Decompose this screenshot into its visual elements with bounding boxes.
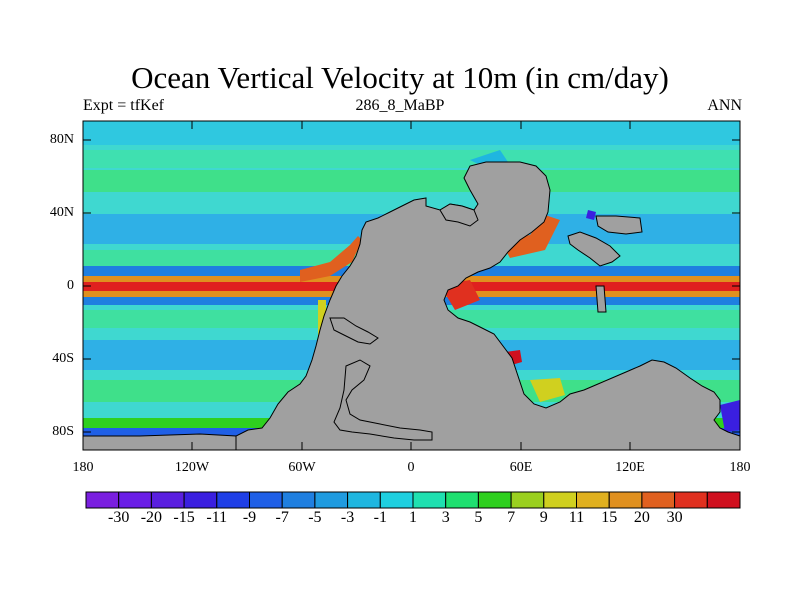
colorbar-swatch xyxy=(249,491,283,509)
period-label: 286_8_MaBP xyxy=(355,97,445,114)
land-island xyxy=(567,231,621,267)
lon-label: 180 xyxy=(72,460,94,475)
colorbar-swatch xyxy=(608,491,643,509)
colorbar-swatch xyxy=(674,491,708,509)
season-label: ANN xyxy=(707,97,742,114)
colorbar-swatch xyxy=(183,491,218,509)
land-island xyxy=(595,285,607,313)
axis-ticks xyxy=(83,121,740,450)
colorbar-swatch xyxy=(281,491,316,509)
colorbar-swatch xyxy=(85,491,120,509)
colorbar-label: 9 xyxy=(539,509,548,526)
colorbar-swatch xyxy=(412,491,447,509)
map-title: Ocean Vertical Velocity at 10m (in cm/da… xyxy=(131,60,669,95)
colorbar-label: 1 xyxy=(409,509,417,526)
colorbar-swatch xyxy=(543,491,577,509)
colorbar-swatch xyxy=(379,491,414,509)
colorbar-swatch xyxy=(347,491,381,509)
lon-label: 60E xyxy=(509,460,533,475)
lat-label: 80S xyxy=(52,424,74,439)
land-island xyxy=(333,359,433,441)
upwelling-patch xyxy=(586,210,596,220)
colorbar-label: 15 xyxy=(601,509,618,526)
colorbar-swatch xyxy=(706,491,741,509)
colorbar-label: -7 xyxy=(275,509,289,526)
colorbar-label: -15 xyxy=(173,509,195,526)
colorbar-label: -5 xyxy=(308,509,322,526)
colorbar-swatch xyxy=(314,491,349,509)
lat-label: 40N xyxy=(49,205,74,220)
colorbar-swatch xyxy=(510,491,545,509)
colorbar-swatch xyxy=(477,491,512,509)
upwelling-patch xyxy=(300,236,362,282)
ocean-band xyxy=(83,170,740,192)
experiment-label: Expt = tfKef xyxy=(83,97,164,114)
colorbar-swatch xyxy=(216,491,251,509)
ocean-band xyxy=(83,150,740,168)
colorbar-label: -11 xyxy=(206,509,228,526)
colorbar-label: 7 xyxy=(507,509,516,526)
colorbar-label: -3 xyxy=(340,509,355,526)
lat-label: 0 xyxy=(67,278,74,293)
colorbar-label: -20 xyxy=(140,509,163,526)
colorbar-swatch xyxy=(641,491,676,509)
colorbar-label: 20 xyxy=(633,509,650,526)
colorbar-label: -1 xyxy=(373,509,387,526)
lon-label: 180 xyxy=(729,460,751,475)
colorbar-label: 11 xyxy=(568,509,585,526)
lon-label: 60W xyxy=(288,460,316,475)
upwelling-patch xyxy=(720,400,740,432)
land-antarctica xyxy=(83,433,237,450)
colorbar-label: 3 xyxy=(441,509,450,526)
colorbar-label: 30 xyxy=(666,509,683,526)
land-island xyxy=(595,215,643,235)
colorbar-label: -30 xyxy=(108,509,130,526)
lat-label: 40S xyxy=(52,351,74,366)
colorbar-swatch xyxy=(576,491,610,509)
lat-label: 80N xyxy=(49,132,74,147)
upwelling-patch xyxy=(500,215,560,258)
lon-label: 120E xyxy=(615,460,645,475)
land-island xyxy=(439,203,479,227)
lon-label: 0 xyxy=(407,460,415,475)
land-island xyxy=(329,317,379,345)
colorbar xyxy=(85,491,741,509)
colorbar-swatch xyxy=(150,491,185,509)
map-field xyxy=(83,121,740,450)
colorbar-label: -9 xyxy=(242,509,257,526)
colorbar-swatch xyxy=(118,491,152,509)
upwelling-patch xyxy=(530,378,565,402)
colorbar-label: 5 xyxy=(474,509,483,526)
land-mask xyxy=(83,161,740,450)
colorbar-swatch xyxy=(445,491,479,509)
lon-label: 120W xyxy=(174,460,210,475)
